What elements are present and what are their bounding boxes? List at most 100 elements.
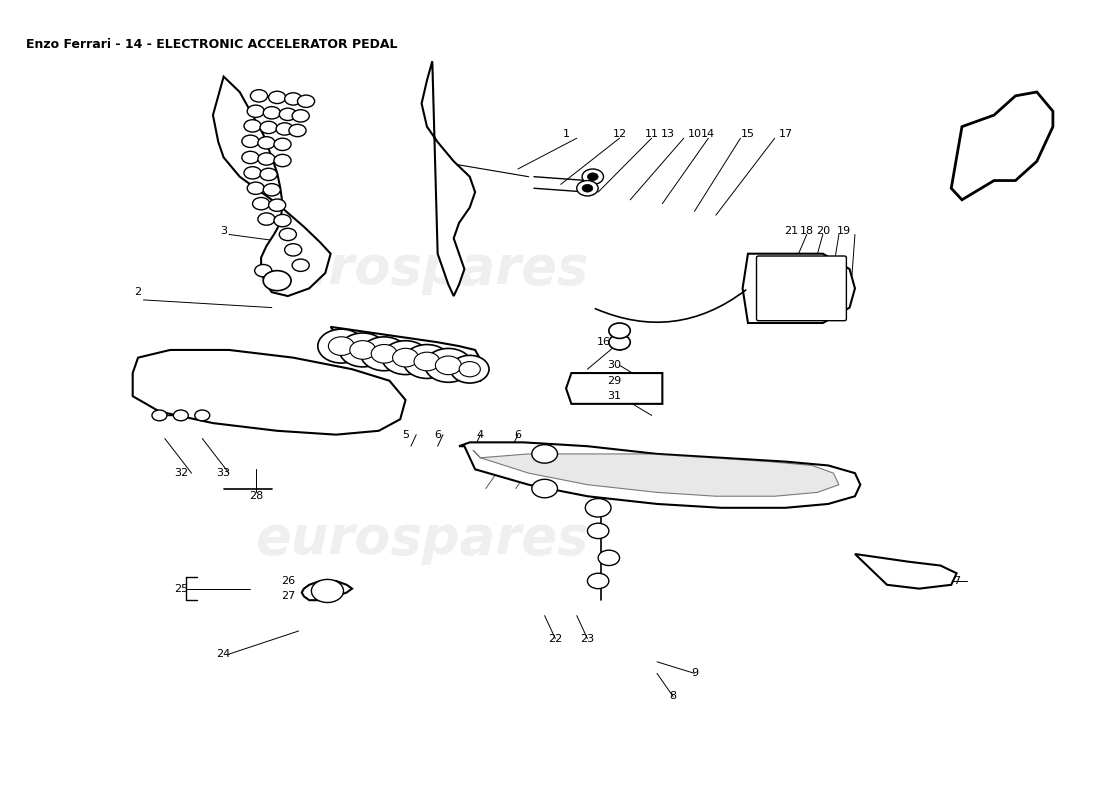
Polygon shape <box>566 373 662 404</box>
Text: 24: 24 <box>217 649 231 659</box>
Text: 10: 10 <box>688 130 702 139</box>
Text: 30: 30 <box>607 360 621 370</box>
Circle shape <box>318 329 365 363</box>
Circle shape <box>582 184 593 192</box>
Polygon shape <box>855 554 957 589</box>
Circle shape <box>195 410 210 421</box>
Circle shape <box>585 498 611 517</box>
Circle shape <box>248 105 264 118</box>
Circle shape <box>263 106 280 119</box>
Circle shape <box>244 120 261 132</box>
Text: 33: 33 <box>217 468 231 478</box>
Circle shape <box>242 151 258 164</box>
Text: 6: 6 <box>515 430 521 440</box>
Text: 23: 23 <box>581 634 594 644</box>
Circle shape <box>297 95 315 107</box>
Text: Enzo Ferrari - 14 - ELECTRONIC ACCELERATOR PEDAL: Enzo Ferrari - 14 - ELECTRONIC ACCELERAT… <box>25 38 397 51</box>
Circle shape <box>311 579 343 602</box>
Polygon shape <box>473 450 839 496</box>
Circle shape <box>248 182 264 194</box>
Circle shape <box>268 91 286 103</box>
Circle shape <box>257 213 275 226</box>
Text: 19: 19 <box>837 226 851 235</box>
Circle shape <box>451 355 490 383</box>
Circle shape <box>276 123 294 135</box>
Polygon shape <box>952 92 1053 200</box>
Circle shape <box>436 356 461 374</box>
Text: 15: 15 <box>741 130 755 139</box>
Circle shape <box>255 265 272 277</box>
Circle shape <box>531 445 558 463</box>
Circle shape <box>152 410 167 421</box>
Circle shape <box>361 337 408 370</box>
Polygon shape <box>459 442 860 508</box>
Circle shape <box>425 349 472 382</box>
Text: 8: 8 <box>670 691 676 702</box>
Circle shape <box>339 333 386 367</box>
Circle shape <box>608 323 630 338</box>
Circle shape <box>293 259 309 271</box>
Text: 27: 27 <box>280 591 295 602</box>
Circle shape <box>293 110 309 122</box>
Text: 21: 21 <box>783 226 798 235</box>
Polygon shape <box>133 350 406 434</box>
Polygon shape <box>331 327 486 381</box>
Circle shape <box>285 93 301 105</box>
Circle shape <box>263 184 280 196</box>
Circle shape <box>260 122 277 134</box>
Circle shape <box>279 108 296 121</box>
Circle shape <box>382 341 429 374</box>
Circle shape <box>404 345 451 378</box>
Text: 18: 18 <box>800 226 814 235</box>
Text: 29: 29 <box>607 376 621 386</box>
Text: 12: 12 <box>613 130 627 139</box>
Text: 9: 9 <box>691 668 698 678</box>
FancyBboxPatch shape <box>757 256 846 321</box>
Circle shape <box>582 169 604 184</box>
Circle shape <box>587 523 609 538</box>
Circle shape <box>289 124 306 137</box>
Circle shape <box>174 410 188 421</box>
Circle shape <box>329 337 354 355</box>
Text: 25: 25 <box>174 584 188 594</box>
Circle shape <box>263 270 292 290</box>
Polygon shape <box>742 254 855 323</box>
Text: 31: 31 <box>607 391 621 401</box>
Circle shape <box>371 345 397 363</box>
Circle shape <box>260 168 277 181</box>
Circle shape <box>608 334 630 350</box>
Text: 32: 32 <box>174 468 188 478</box>
Circle shape <box>459 362 481 377</box>
Circle shape <box>587 574 609 589</box>
Text: 7: 7 <box>953 576 960 586</box>
Circle shape <box>257 137 275 149</box>
Circle shape <box>531 479 558 498</box>
Text: 3: 3 <box>220 226 228 235</box>
Circle shape <box>274 154 292 166</box>
Circle shape <box>244 166 261 179</box>
Circle shape <box>274 138 292 150</box>
Circle shape <box>587 173 598 181</box>
Text: 28: 28 <box>249 491 263 502</box>
Circle shape <box>253 198 270 210</box>
Polygon shape <box>421 62 475 296</box>
Circle shape <box>285 244 301 256</box>
Text: 26: 26 <box>280 576 295 586</box>
Text: 22: 22 <box>548 634 562 644</box>
Circle shape <box>598 550 619 566</box>
Text: 4: 4 <box>477 430 484 440</box>
Text: 1: 1 <box>562 130 570 139</box>
Text: 16: 16 <box>596 338 611 347</box>
Text: 20: 20 <box>816 226 829 235</box>
Text: eurospares: eurospares <box>255 243 589 295</box>
Text: 11: 11 <box>645 130 659 139</box>
Circle shape <box>257 153 275 165</box>
Circle shape <box>576 181 598 196</box>
Circle shape <box>279 228 296 241</box>
Text: 17: 17 <box>779 130 792 139</box>
Circle shape <box>251 90 267 102</box>
Circle shape <box>414 352 440 371</box>
Text: eurospares: eurospares <box>255 513 589 565</box>
Circle shape <box>274 214 292 226</box>
Text: 14: 14 <box>702 130 715 139</box>
